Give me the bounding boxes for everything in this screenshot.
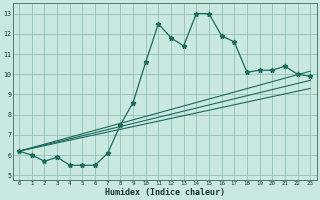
X-axis label: Humidex (Indice chaleur): Humidex (Indice chaleur)	[105, 188, 225, 197]
